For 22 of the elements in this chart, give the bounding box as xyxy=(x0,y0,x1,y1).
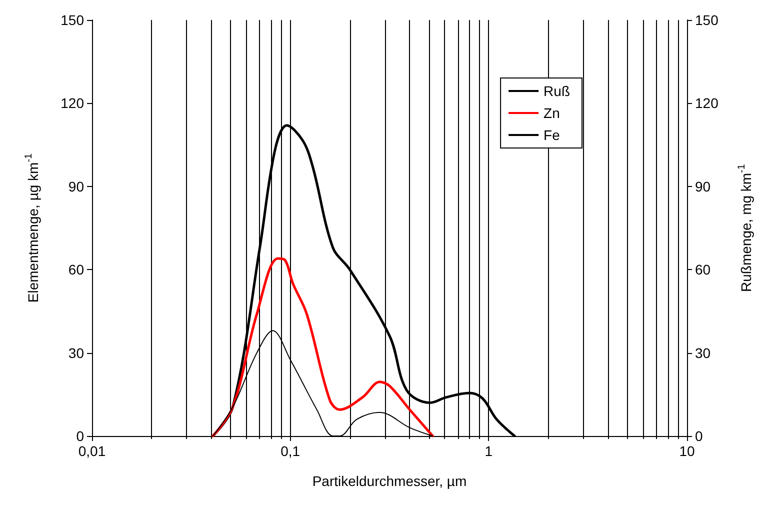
y2-tick-label: 0 xyxy=(695,428,703,444)
y2-tick-label: 60 xyxy=(695,262,711,278)
x-tick-label: 0,1 xyxy=(280,443,300,459)
x-tick-label: 1 xyxy=(484,443,493,459)
y-tick-label: 60 xyxy=(68,262,84,278)
y-axis-title: Elementmenge, µg km-1 xyxy=(24,152,41,303)
legend-label: Ruß xyxy=(544,83,570,99)
y2-tick-label: 30 xyxy=(695,344,711,361)
y-tick-label: 90 xyxy=(68,178,84,194)
x-tick-label: 10 xyxy=(679,443,695,459)
legend-label: Fe xyxy=(544,127,560,143)
y2-tick-label: 150 xyxy=(695,12,719,28)
y2-axis-title: Rußmenge, mg km-1 xyxy=(736,164,754,292)
x-tick-label: 0,01 xyxy=(78,443,106,459)
y2-tick-label: 90 xyxy=(695,178,711,194)
y-tick-label: 150 xyxy=(60,12,84,28)
y-tick-label: 120 xyxy=(60,95,84,112)
legend-label: Zn xyxy=(544,105,560,121)
y-tick-label: 30 xyxy=(68,344,84,361)
x-axis-title: Partikeldurchmesser, µm xyxy=(312,473,467,489)
y-tick-label: 0 xyxy=(76,428,84,444)
y2-tick-label: 120 xyxy=(695,95,719,112)
